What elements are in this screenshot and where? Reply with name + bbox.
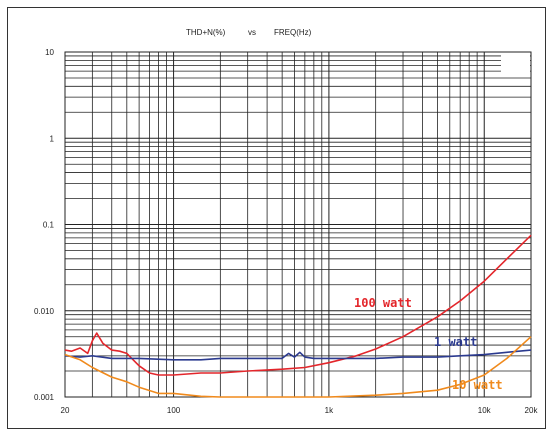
y-tick-label: 0.010 (34, 307, 55, 316)
x-tick-label: 100 (167, 406, 181, 415)
legend-blank-area (501, 53, 530, 75)
x-tick-label: 20 (61, 406, 70, 415)
y-tick-label: 0.1 (43, 221, 55, 230)
x-tick-label: 10k (478, 406, 492, 415)
chart-title-right: FREQ(Hz) (274, 28, 312, 37)
chart-title-mid: vs (248, 28, 256, 37)
series-line (64, 234, 532, 376)
series-line (64, 349, 532, 361)
y-tick-label: 0.001 (34, 393, 55, 402)
data-series (64, 234, 532, 398)
series-label: 100 watt (354, 296, 412, 310)
chart-frame (7, 7, 546, 429)
tick-labels: 20 100 1k 10k 20k 10 1 0.1 0.010 0.001 (34, 48, 538, 415)
y-tick-label: 1 (50, 134, 55, 143)
series-labels: 100 watt 1 watt 10 watt (354, 296, 503, 392)
series-label: 10 watt (452, 378, 503, 392)
x-tick-label: 20k (525, 406, 539, 415)
x-tick-label: 1k (325, 406, 334, 415)
chart-title-left: THD+N(%) (186, 28, 226, 37)
y-tick-label: 10 (45, 48, 54, 57)
series-line (64, 336, 532, 398)
grid-lines (65, 52, 531, 397)
series-label: 1 watt (434, 335, 477, 349)
